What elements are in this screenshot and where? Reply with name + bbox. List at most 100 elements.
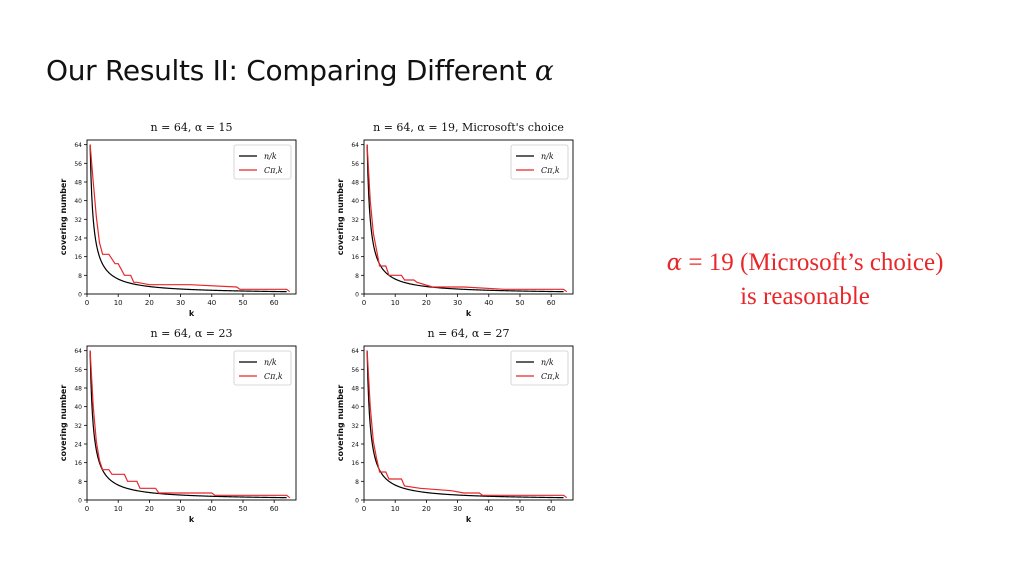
x-tick-label: 50 [239, 299, 248, 307]
chart-panel-alpha-23: n = 64, α = 23 0 10 20 30 40 50 60 0 8 16 24 32 40 48 5… [55, 322, 305, 528]
x-tick-label: 10 [114, 505, 123, 513]
y-tick-label: 0 [78, 498, 82, 505]
series-c-pi-k-line [89, 144, 291, 293]
x-tick-label: 60 [547, 505, 556, 513]
y-tick-label: 56 [74, 161, 82, 168]
y-tick-label: 32 [74, 423, 82, 430]
y-tick-label: 24 [74, 442, 82, 449]
callout-alpha: α [666, 250, 683, 276]
slide-title-text: Our Results II: Comparing Different [46, 54, 535, 87]
y-tick-label: 40 [351, 198, 359, 205]
legend-label-n-over-k: n/k [264, 152, 277, 161]
x-tick-label: 0 [85, 299, 89, 307]
y-tick-label: 16 [74, 460, 82, 467]
y-tick-label: 40 [74, 198, 82, 205]
legend-label-c-pi-k: Cπ,k [264, 166, 283, 175]
x-tick-label: 60 [270, 505, 279, 513]
y-tick-label: 0 [78, 292, 82, 299]
y-tick-label: 64 [74, 348, 82, 355]
callout-line-2: is reasonable [740, 283, 870, 310]
series-c-pi-k-line [366, 144, 568, 293]
y-axis-label: covering number [336, 385, 345, 462]
y-tick-label: 24 [351, 442, 359, 449]
y-tick-label: 48 [351, 386, 359, 393]
y-tick-label: 56 [74, 367, 82, 374]
y-tick-label: 16 [351, 460, 359, 467]
y-tick-label: 48 [351, 180, 359, 187]
x-axis-label: k [189, 309, 195, 318]
plot-frame [86, 345, 297, 501]
chart-alpha-23: n = 64, α = 23 0 10 20 30 40 50 60 0 8 16 24 32 40 48 5… [59, 327, 297, 524]
slide-title: Our Results II: Comparing Different α [46, 54, 554, 87]
x-tick-label: 30 [176, 505, 185, 513]
x-tick-label: 60 [547, 299, 556, 307]
y-axis-label: covering number [59, 179, 68, 256]
callout-line-1-text: = 19 (Microsoft’s choice) [682, 249, 944, 276]
x-tick-label: 30 [453, 505, 462, 513]
x-tick-label: 20 [145, 505, 154, 513]
chart-panel-alpha-19: n = 64, α = 19, Microsoft's choice 0 10 20 3… [332, 116, 582, 322]
y-tick-label: 32 [351, 217, 359, 224]
series-n-over-k-line [89, 350, 287, 499]
chart-alpha-19: n = 64, α = 19, Microsoft's choice 0 10 20 3… [336, 121, 574, 318]
y-axis-label: covering number [336, 179, 345, 256]
y-tick-label: 64 [351, 348, 359, 355]
y-tick-label: 8 [78, 479, 82, 486]
y-tick-label: 0 [355, 292, 359, 299]
y-tick-label: 40 [351, 404, 359, 411]
series-c-pi-k-line [89, 350, 291, 499]
x-tick-label: 20 [145, 299, 154, 307]
y-tick-label: 8 [355, 273, 359, 280]
chart-alpha-15: n = 64, α = 15 0 10 20 30 40 50 60 0 8 16 24 32 40 48 5… [59, 121, 297, 318]
legend-label-n-over-k: n/k [541, 152, 554, 161]
chart-panel-alpha-27: n = 64, α = 27 0 10 20 30 40 50 60 0 8 16 24 32 40 48 5… [332, 322, 582, 528]
conclusion-callout: α = 19 (Microsoft’s choice) is reasonabl… [605, 246, 1005, 314]
x-axis-label: k [189, 515, 195, 524]
series-n-over-k-line [366, 144, 564, 293]
chart-title: n = 64, α = 19, Microsoft's choice [373, 121, 564, 134]
x-tick-label: 10 [391, 299, 400, 307]
legend-label-c-pi-k: Cπ,k [264, 372, 283, 381]
chart-alpha-27: n = 64, α = 27 0 10 20 30 40 50 60 0 8 16 24 32 40 48 5… [336, 327, 574, 524]
x-tick-label: 20 [422, 299, 431, 307]
x-tick-label: 0 [85, 505, 89, 513]
callout-line-1: α = 19 (Microsoft’s choice) [605, 246, 1005, 280]
x-tick-label: 60 [270, 299, 279, 307]
x-tick-label: 0 [362, 505, 366, 513]
x-tick-label: 10 [391, 505, 400, 513]
plot-frame [86, 139, 297, 295]
y-tick-label: 56 [351, 161, 359, 168]
plot-frame [363, 345, 574, 501]
x-tick-label: 20 [422, 505, 431, 513]
y-tick-label: 16 [351, 254, 359, 261]
chart-panel-alpha-15: n = 64, α = 15 0 10 20 30 40 50 60 0 8 16 24 32 40 48 5… [55, 116, 305, 322]
x-axis-label: k [466, 309, 472, 318]
slide-title-alpha: α [534, 54, 554, 87]
y-tick-label: 48 [74, 180, 82, 187]
y-tick-label: 64 [351, 142, 359, 149]
chart-title: n = 64, α = 23 [151, 327, 233, 340]
y-tick-label: 24 [351, 236, 359, 243]
series-n-over-k-line [89, 144, 287, 293]
series-n-over-k-line [366, 350, 564, 499]
x-tick-label: 50 [516, 299, 525, 307]
y-tick-label: 8 [78, 273, 82, 280]
y-tick-label: 32 [74, 217, 82, 224]
x-tick-label: 0 [362, 299, 366, 307]
legend-label-n-over-k: n/k [541, 358, 554, 367]
x-tick-label: 40 [207, 505, 216, 513]
y-tick-label: 64 [74, 142, 82, 149]
x-tick-label: 40 [484, 505, 493, 513]
x-tick-label: 10 [114, 299, 123, 307]
y-tick-label: 48 [74, 386, 82, 393]
chart-title: n = 64, α = 27 [428, 327, 510, 340]
y-axis-label: covering number [59, 385, 68, 462]
legend-label-c-pi-k: Cπ,k [541, 372, 560, 381]
x-axis-label: k [466, 515, 472, 524]
y-tick-label: 0 [355, 498, 359, 505]
x-tick-label: 30 [453, 299, 462, 307]
y-tick-label: 8 [355, 479, 359, 486]
x-tick-label: 50 [239, 505, 248, 513]
y-tick-label: 56 [351, 367, 359, 374]
x-tick-label: 50 [516, 505, 525, 513]
